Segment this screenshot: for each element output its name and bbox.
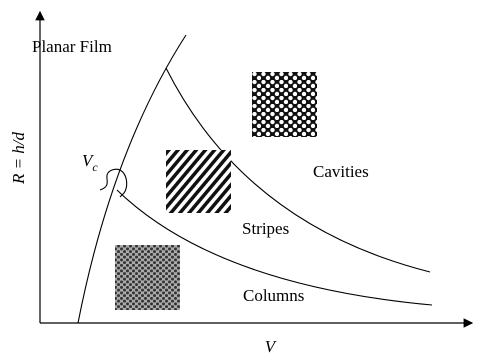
stripes-inset <box>166 150 231 213</box>
y-axis-label: R = h/d <box>9 131 28 185</box>
columns-inset <box>115 245 180 310</box>
cavities-inset <box>252 72 317 137</box>
critical-subscript: c <box>92 160 98 174</box>
region-label: Stripes <box>242 219 289 238</box>
region-label: Columns <box>243 286 304 305</box>
phase-diagram: Planar Film Cavities Stripes Columns Vc … <box>0 0 477 358</box>
x-axis-label: V <box>265 337 278 356</box>
region-label: Planar Film <box>32 37 112 56</box>
region-label: Cavities <box>313 162 369 181</box>
critical-pointer <box>100 169 127 197</box>
critical-label: Vc <box>82 151 98 174</box>
